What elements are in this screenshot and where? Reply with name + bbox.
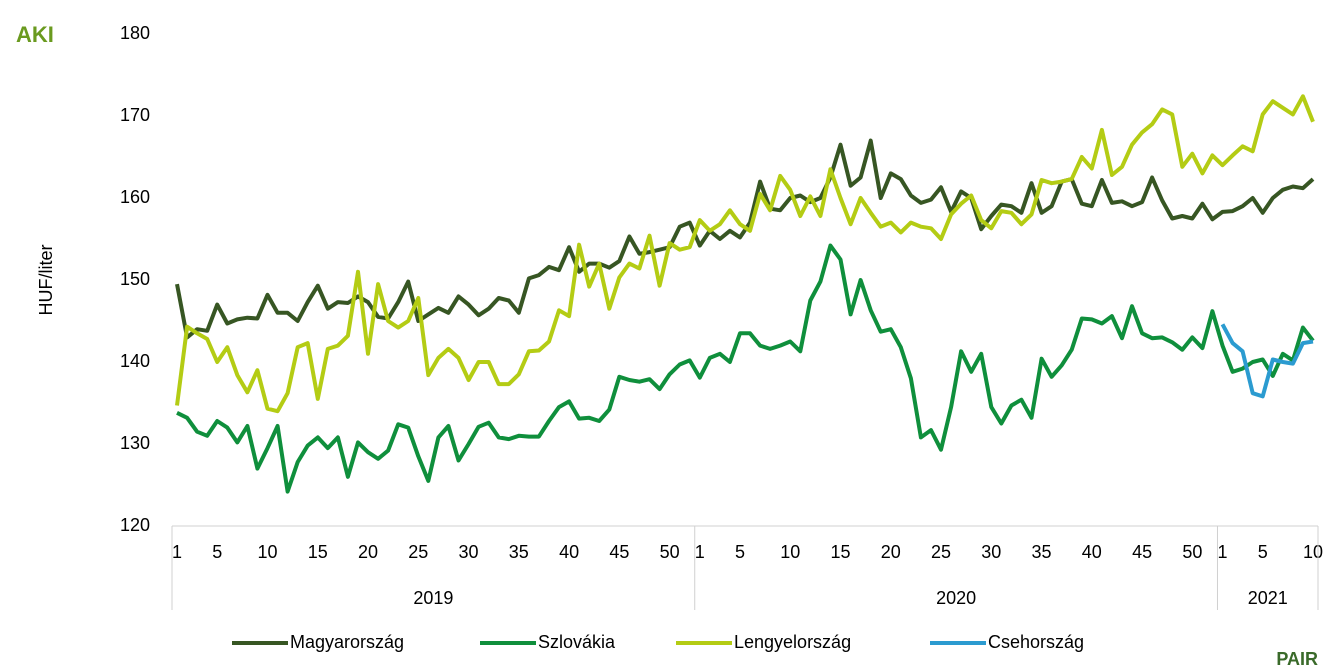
x-tick-label: 30: [981, 542, 1001, 562]
x-tick-label: 35: [1032, 542, 1052, 562]
legend-label: Magyarország: [290, 632, 404, 652]
x-tick-label: 15: [308, 542, 328, 562]
legend-label: Szlovákia: [538, 632, 616, 652]
x-tick-label: 20: [881, 542, 901, 562]
x-tick-label: 15: [830, 542, 850, 562]
y-tick-label: 120: [120, 515, 150, 535]
series-line: [1220, 323, 1314, 399]
x-tick-label: 25: [931, 542, 951, 562]
x-tick-label: 35: [509, 542, 529, 562]
x-tick-label: 50: [1182, 542, 1202, 562]
y-tick-label: 160: [120, 187, 150, 207]
x-tick-label: 40: [1082, 542, 1102, 562]
x-tick-label: 1: [172, 542, 182, 562]
x-tick-label: 5: [1258, 542, 1268, 562]
x-tick-label: 50: [660, 542, 680, 562]
x-tick-label: 5: [212, 542, 222, 562]
x-group-label: 2020: [936, 588, 976, 608]
x-tick-label: 10: [1303, 542, 1323, 562]
x-tick-label: 5: [735, 542, 745, 562]
series-line: [176, 243, 1315, 494]
x-tick-label: 1: [695, 542, 705, 562]
x-tick-label: 40: [559, 542, 579, 562]
y-tick-label: 150: [120, 269, 150, 289]
x-group-label: 2019: [413, 588, 453, 608]
legend-label: Lengyelország: [734, 632, 851, 652]
series-line: [175, 138, 1315, 340]
x-tick-label: 45: [1132, 542, 1152, 562]
x-tick-label: 45: [609, 542, 629, 562]
x-tick-label: 10: [780, 542, 800, 562]
x-tick-label: 30: [459, 542, 479, 562]
x-tick-label: 10: [257, 542, 277, 562]
y-tick-label: 140: [120, 351, 150, 371]
x-tick-label: 20: [358, 542, 378, 562]
y-tick-label: 180: [120, 23, 150, 43]
logo: PAIR: [1276, 649, 1318, 669]
series-line: [175, 94, 1315, 414]
y-tick-label: 130: [120, 433, 150, 453]
y-axis-label: HUF/liter: [36, 244, 56, 315]
x-tick-label: 25: [408, 542, 428, 562]
logo: AKI: [16, 22, 54, 47]
legend-label: Csehország: [988, 632, 1084, 652]
x-group-label: 2021: [1248, 588, 1288, 608]
x-tick-label: 1: [1217, 542, 1227, 562]
y-tick-label: 170: [120, 105, 150, 125]
